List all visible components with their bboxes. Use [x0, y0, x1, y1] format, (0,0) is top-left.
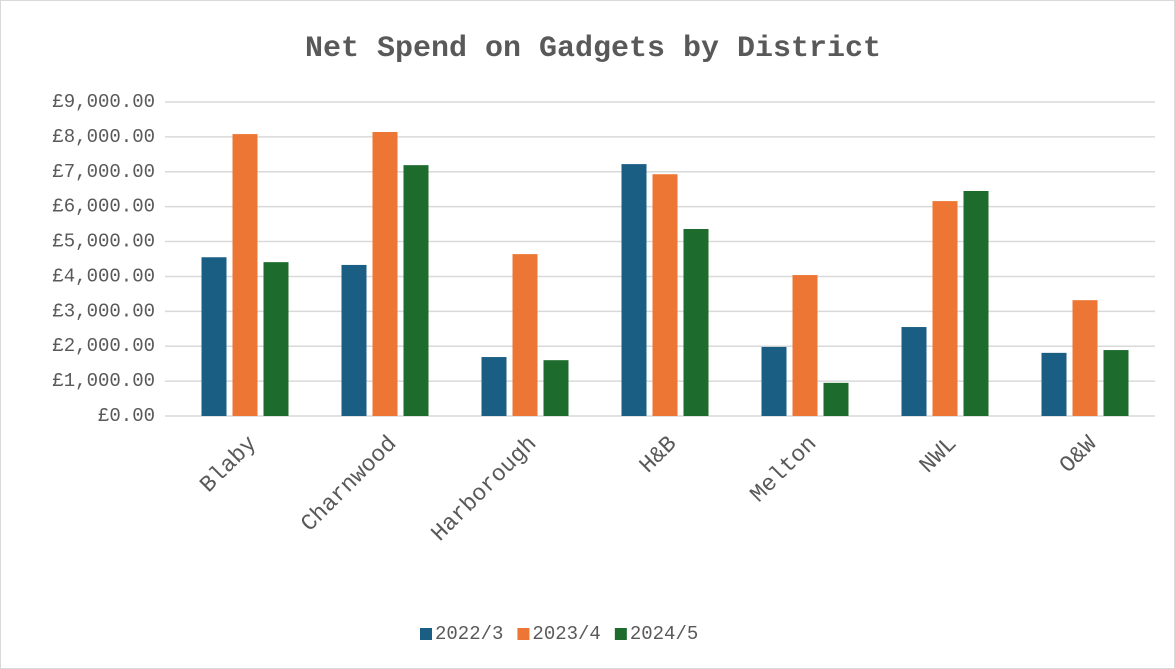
bar — [652, 174, 678, 416]
bar — [481, 357, 507, 416]
legend-swatch — [614, 628, 627, 640]
bar — [263, 262, 289, 416]
bar — [232, 134, 258, 416]
bar — [932, 201, 958, 416]
bar — [761, 346, 787, 416]
y-tick-label: £2,000.00 — [52, 335, 155, 357]
y-tick-label: £6,000.00 — [52, 196, 155, 218]
y-tick-label: £7,000.00 — [52, 161, 155, 183]
legend-label: 2022/3 — [435, 623, 503, 645]
bar — [901, 327, 927, 416]
bar — [372, 132, 398, 416]
bar — [1103, 350, 1129, 416]
y-tick-label: £0.00 — [98, 405, 155, 427]
bar — [1041, 352, 1067, 416]
y-tick-label: £4,000.00 — [52, 265, 155, 287]
legend-label: 2024/5 — [630, 623, 698, 645]
y-tick-label: £8,000.00 — [52, 126, 155, 148]
y-tick-label: £5,000.00 — [52, 231, 155, 253]
legend-label: 2023/4 — [532, 623, 600, 645]
bar — [792, 275, 818, 416]
bar — [512, 254, 538, 416]
y-tick-label: £1,000.00 — [52, 370, 155, 392]
bar — [543, 360, 569, 416]
bar — [823, 382, 849, 416]
bar — [201, 257, 227, 416]
legend-swatch — [517, 628, 530, 640]
bar — [683, 228, 709, 416]
chart-title: Net Spend on Gadgets by District — [305, 32, 881, 66]
bar — [621, 164, 647, 416]
bar — [341, 264, 367, 416]
bar — [963, 190, 989, 416]
bar — [403, 165, 429, 416]
legend-swatch — [420, 628, 432, 640]
bar — [1072, 300, 1098, 416]
y-tick-label: £3,000.00 — [52, 300, 155, 322]
y-tick-label: £9,000.00 — [52, 91, 155, 113]
